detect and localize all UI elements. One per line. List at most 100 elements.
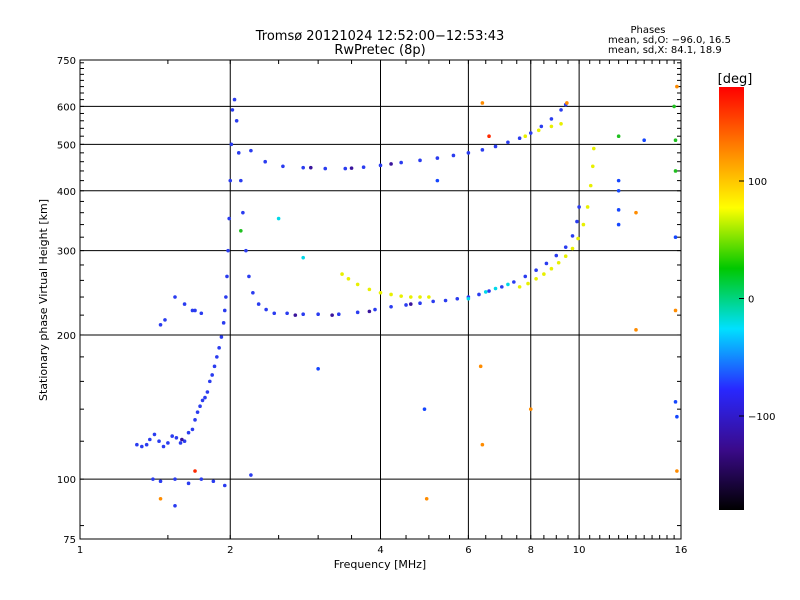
data-point: [549, 124, 554, 129]
data-point: [316, 366, 320, 371]
data-point: [264, 307, 268, 312]
data-point: [506, 282, 510, 287]
data-point: [480, 442, 485, 447]
x-axis-label: Frequency [MHz]: [334, 558, 426, 571]
data-point: [205, 390, 210, 394]
data-point: [135, 442, 139, 447]
data-point: [210, 373, 214, 377]
data-point: [239, 178, 243, 183]
data-point: [466, 151, 471, 155]
data-point: [200, 398, 205, 403]
data-point: [178, 441, 183, 445]
data-point: [330, 313, 334, 317]
data-point: [517, 285, 522, 289]
data-point: [234, 118, 239, 123]
data-point: [642, 138, 646, 143]
data-point: [554, 253, 559, 258]
data-point: [222, 308, 227, 313]
data-point: [549, 117, 554, 121]
data-point: [229, 142, 234, 147]
data-point: [182, 439, 187, 444]
data-point: [534, 268, 538, 273]
data-point: [480, 148, 485, 152]
data-point: [528, 131, 533, 135]
data-point: [166, 441, 170, 445]
data-point: [418, 158, 422, 163]
data-point: [389, 304, 393, 309]
data-point: [373, 307, 377, 312]
data-point: [378, 163, 383, 168]
data-point: [285, 311, 289, 316]
data-point: [337, 312, 341, 316]
data-point: [170, 434, 174, 438]
data-point: [517, 136, 522, 140]
data-point: [675, 469, 679, 473]
data-point: [193, 469, 197, 473]
data-point: [480, 101, 485, 105]
data-point: [215, 355, 219, 359]
data-point: [221, 321, 226, 325]
data-point: [477, 292, 481, 297]
data-point: [163, 318, 167, 322]
data-point: [225, 274, 229, 279]
data-point: [222, 483, 227, 488]
data-point: [198, 404, 202, 409]
data-point: [301, 165, 305, 170]
data-point: [570, 234, 575, 238]
stats-title: Phases: [630, 25, 665, 36]
data-point: [281, 164, 285, 169]
data-point: [226, 248, 230, 253]
data-point: [675, 414, 679, 419]
data-point: [249, 473, 253, 477]
y-tick-label: 500: [57, 140, 76, 151]
data-point: [563, 245, 568, 249]
y-tick-label: 400: [57, 187, 76, 198]
data-point: [466, 296, 471, 301]
data-point: [427, 295, 431, 299]
data-point: [158, 479, 163, 484]
data-point: [158, 496, 163, 501]
data-point: [408, 302, 413, 306]
data-point: [559, 108, 563, 112]
data-point: [301, 255, 305, 260]
data-point: [673, 138, 678, 143]
data-point: [487, 289, 491, 293]
data-point: [224, 295, 228, 299]
data-point: [301, 312, 305, 316]
x-tick-label: 2: [227, 545, 233, 556]
data-point: [534, 276, 538, 281]
data-point: [544, 261, 549, 266]
data-point: [523, 134, 528, 138]
data-point: [570, 246, 575, 251]
data-point: [483, 290, 488, 294]
data-point: [591, 146, 596, 151]
data-point: [378, 290, 383, 295]
data-point: [443, 298, 448, 303]
y-tick-label: 75: [63, 535, 76, 546]
data-point: [230, 108, 235, 112]
data-point: [199, 311, 204, 316]
data-point: [247, 274, 251, 279]
x-tick-label: 16: [675, 545, 688, 556]
data-point: [219, 335, 224, 339]
data-point: [673, 400, 678, 404]
data-point: [180, 437, 184, 442]
data-point: [276, 216, 281, 221]
data-point: [590, 164, 595, 169]
data-point: [536, 128, 541, 133]
data-point: [195, 410, 200, 414]
data-point: [526, 281, 530, 286]
data-point: [232, 97, 237, 102]
data-point: [577, 205, 581, 209]
data-point: [389, 162, 393, 166]
data-point: [173, 295, 177, 299]
data-point: [182, 302, 187, 306]
data-point: [616, 188, 621, 193]
data-point: [239, 228, 243, 233]
data-point: [293, 313, 298, 317]
data-point: [263, 159, 268, 164]
data-point: [217, 346, 221, 350]
x-tick-label: 1: [77, 545, 83, 556]
data-point: [241, 210, 245, 215]
data-point: [500, 285, 504, 289]
